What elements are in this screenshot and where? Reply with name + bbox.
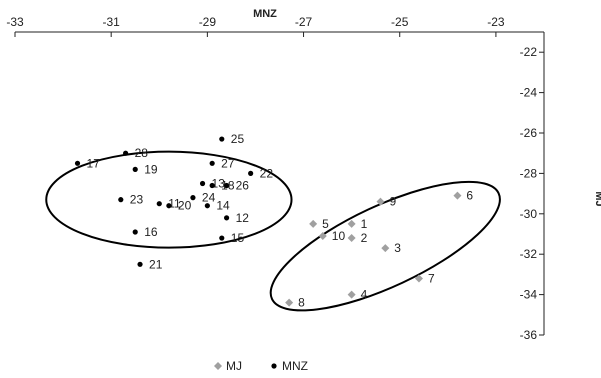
point-mj-9	[376, 197, 385, 206]
point-mnz-28	[123, 150, 129, 156]
point-label: 24	[202, 191, 216, 205]
legend: MJ MNZ	[214, 359, 308, 373]
x-tick-label: -27	[295, 15, 313, 29]
point-label: 11	[168, 197, 181, 211]
x-axis-title: MNZ	[253, 8, 277, 20]
point-label: 23	[130, 193, 144, 207]
point-mj-7	[414, 274, 423, 283]
x-tick-label: -31	[103, 15, 121, 29]
y-tick-label: -28	[520, 166, 538, 180]
point-mnz-26	[224, 182, 230, 189]
point-label: 28	[135, 146, 149, 160]
point-mj-6	[453, 191, 462, 200]
point-label: 20	[178, 199, 192, 213]
point-label: 13	[212, 177, 226, 191]
data-points: 1234567891011121314151617181920212223242…	[74, 132, 473, 310]
point-mnz-27	[209, 160, 215, 166]
point-mnz-22	[248, 170, 254, 176]
point-label: 25	[231, 132, 245, 146]
point-mnz-16	[132, 229, 138, 235]
y-tick-label: -26	[520, 126, 538, 140]
point-mnz-20	[166, 203, 172, 209]
point-mnz-15	[219, 235, 225, 241]
y-axis-title: MJ	[593, 191, 601, 206]
point-mj-1	[347, 219, 356, 228]
y-tick-label: -36	[520, 328, 538, 342]
point-mnz-18	[209, 182, 215, 189]
point-mj-4	[347, 290, 356, 299]
point-label: 22	[260, 166, 274, 180]
point-label: 21	[149, 257, 163, 271]
x-tick-label: -25	[391, 15, 409, 29]
point-mj-5	[309, 219, 318, 228]
point-mnz-21	[137, 261, 143, 267]
point-label: 16	[144, 225, 158, 239]
y-tick-label: -24	[520, 86, 538, 100]
point-label: 6	[466, 189, 473, 203]
point-label: 2	[361, 231, 368, 245]
point-mnz-13	[199, 180, 206, 187]
point-mnz-23	[118, 197, 124, 203]
y-tick-label: -30	[520, 207, 538, 221]
point-label: 7	[428, 271, 435, 285]
point-mj-8	[285, 298, 294, 307]
x-tick-label: -23	[487, 15, 505, 29]
legend-label-mj: MJ	[226, 359, 242, 373]
point-label: 26	[236, 179, 250, 193]
point-label: 10	[332, 229, 346, 243]
point-label: 8	[298, 296, 305, 310]
group-ellipses	[45, 150, 501, 312]
x-tick-label: -29	[199, 15, 217, 29]
point-label: 3	[394, 241, 401, 255]
point-label: 14	[216, 199, 230, 213]
point-mj-2	[347, 234, 356, 243]
point-mnz-14	[204, 203, 210, 209]
ellipse-mnz	[45, 150, 293, 249]
axes: -33 -31 -29 -27 -25 -23 -22 -24 -26 -28 -30 -32 -34 -…	[6, 15, 545, 342]
point-label: 12	[236, 211, 250, 225]
point-label: 15	[231, 231, 245, 245]
point-mnz-25	[219, 136, 225, 142]
point-mj-10	[318, 232, 327, 241]
point-mnz-12	[224, 215, 230, 221]
point-label: 9	[389, 195, 396, 209]
point-label: 4	[361, 288, 368, 302]
point-label: 27	[221, 156, 235, 170]
point-mnz-11	[156, 201, 162, 207]
point-label: 17	[87, 156, 101, 170]
y-tick-label: -22	[520, 45, 538, 59]
y-tick-label: -34	[520, 288, 538, 302]
legend-label-mnz: MNZ	[282, 359, 308, 373]
point-label: 5	[322, 217, 329, 231]
legend-marker-mnz	[271, 363, 277, 369]
point-label: 1	[361, 217, 368, 231]
legend-marker-mj	[214, 362, 222, 370]
point-mnz-19	[132, 166, 138, 172]
point-mnz-17	[74, 160, 81, 166]
y-tick-label: -32	[520, 247, 538, 261]
point-mnz-24	[190, 195, 196, 201]
point-mj-3	[381, 244, 390, 253]
x-tick-label: -33	[6, 15, 24, 29]
ellipse-mj	[269, 180, 501, 312]
point-label: 19	[144, 162, 158, 176]
